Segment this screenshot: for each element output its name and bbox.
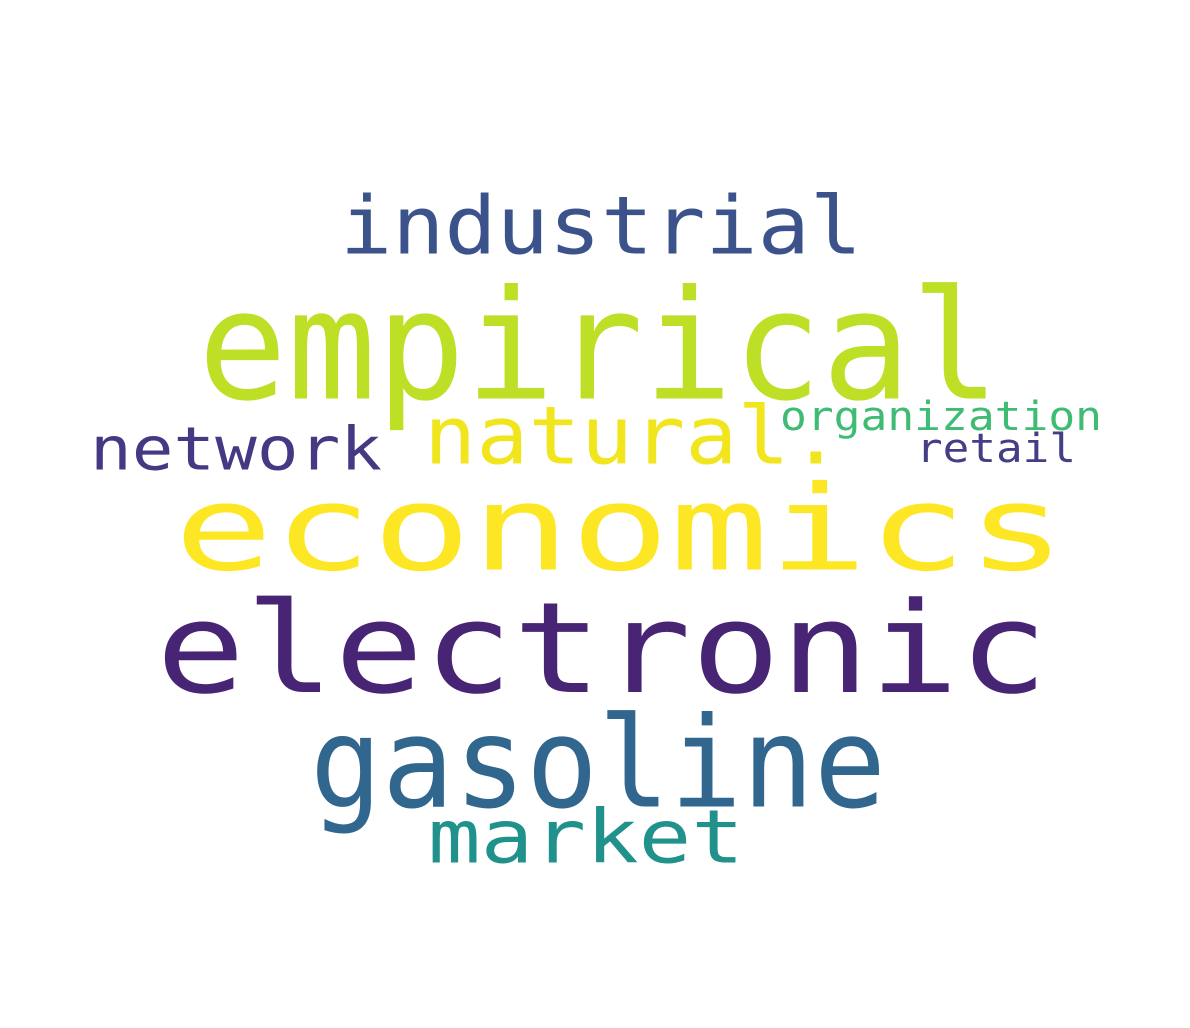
word-industrial: industrial (340, 179, 863, 273)
word-economics: economics (174, 459, 1067, 598)
word-natural: natural. (424, 389, 842, 483)
word-electronic: electronic (156, 575, 1048, 722)
word-empirical: empirical (198, 257, 1000, 435)
word-retail: retail (916, 424, 1077, 472)
word-network: network (90, 414, 382, 485)
word-market: market (428, 793, 744, 881)
word-organization: organization (780, 392, 1103, 440)
word-gasoline: gasoline (310, 689, 887, 837)
